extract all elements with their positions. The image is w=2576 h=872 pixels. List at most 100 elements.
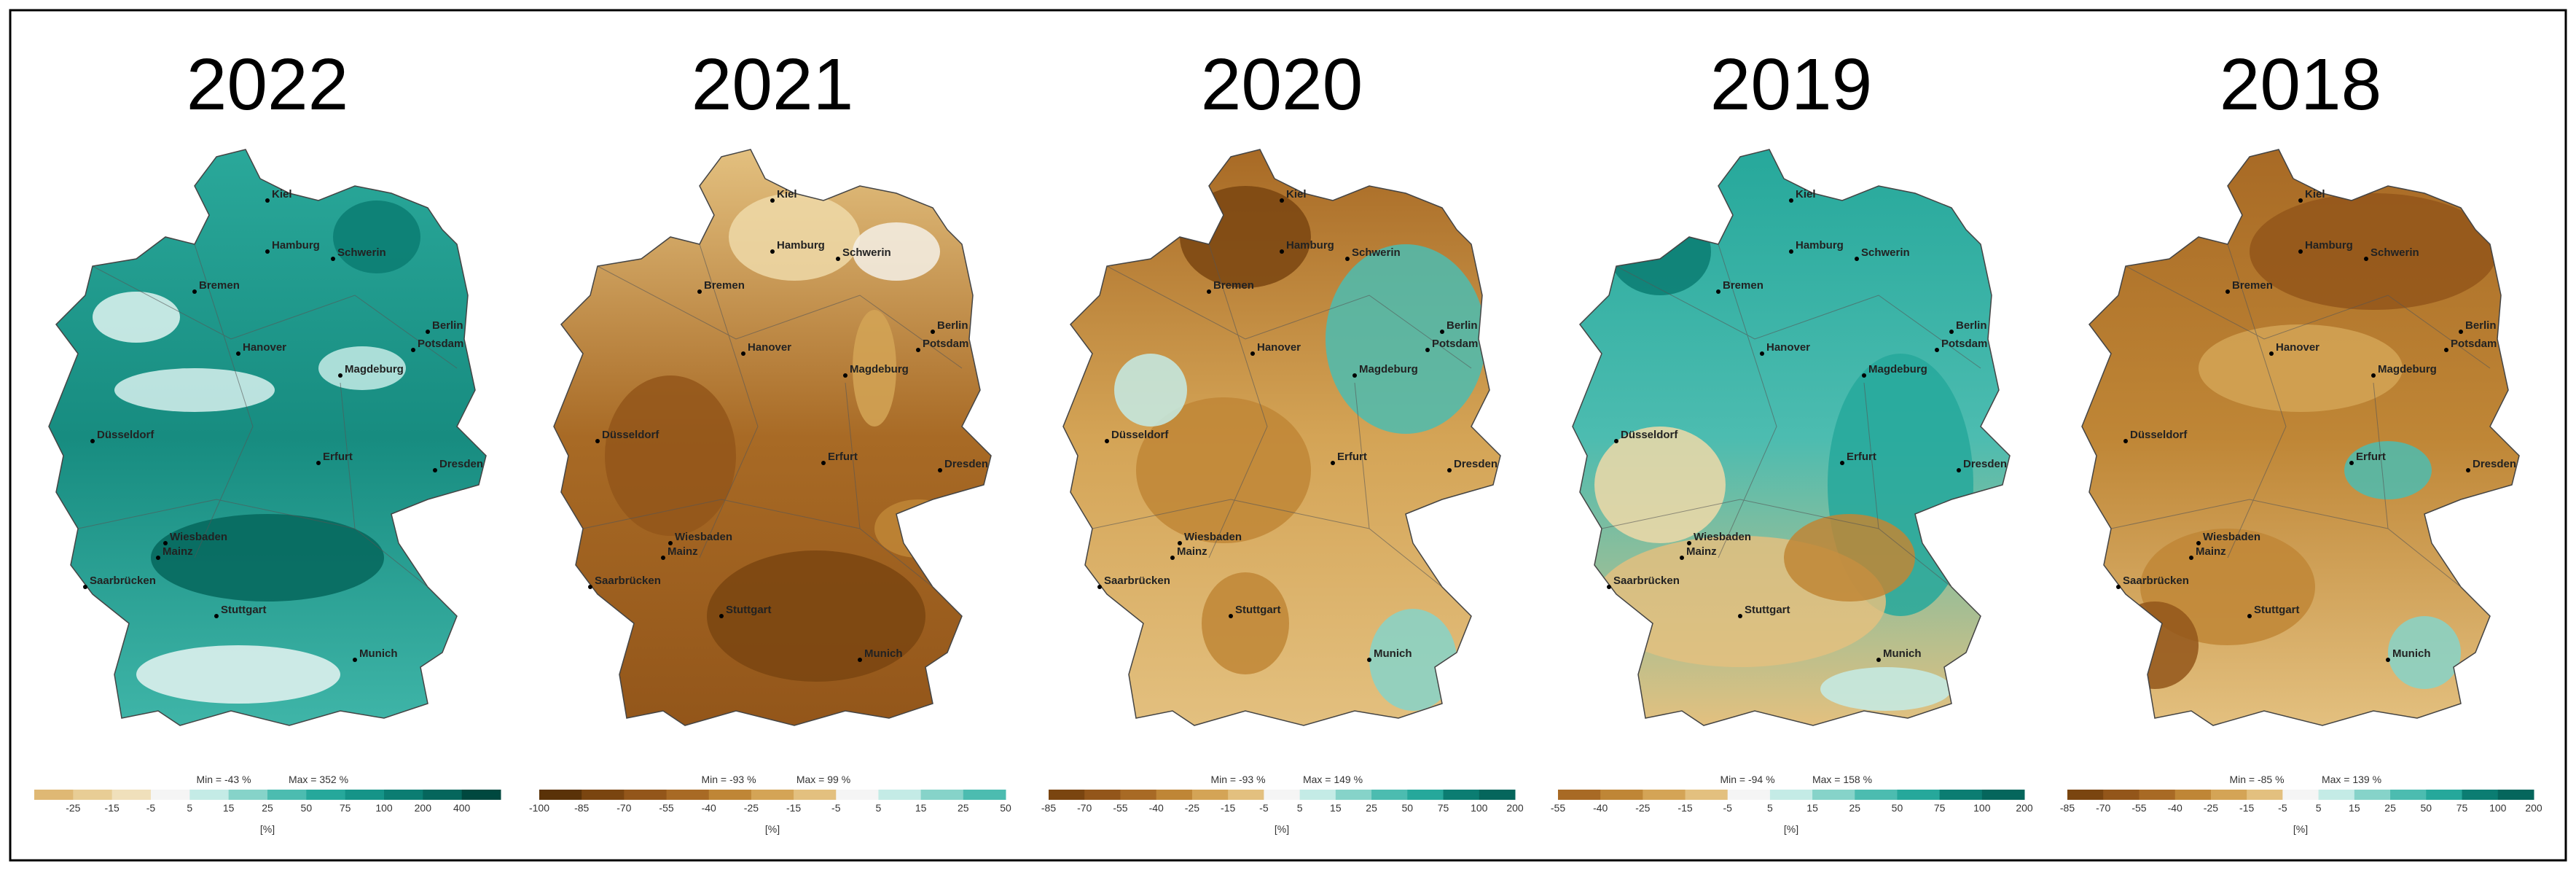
city-label: Hamburg [1286,239,1334,252]
city-label: Magdeburg [1359,363,1418,375]
city-label: Wiesbaden [1694,531,1751,543]
city-dot [821,461,826,465]
city-label: Munich [359,647,398,660]
legend-tick-label: 25 [1849,802,1860,814]
city-label: Schwerin [1352,246,1401,259]
legend-swatch [836,790,879,800]
city-label: Berlin [1956,319,1987,332]
city-dot [2247,614,2252,618]
legend-swatch [1981,790,2025,800]
map: Kiel Hamburg Schwerin Bremen Hanover Berlin Po… [48,149,487,726]
city-dot [83,585,87,589]
legend-min: Min = -43 % [196,774,251,785]
patch [605,375,736,536]
legend-unit: [%] [765,823,780,835]
legend-swatch [73,790,113,800]
legend-unit: [%] [1784,823,1798,835]
legend-tick-label: -15 [1221,802,1235,814]
legend-swatch [1727,790,1771,800]
legend-tick-label: -25 [1635,802,1650,814]
legend-swatch [708,790,752,800]
legend-tick-label: -70 [1077,802,1092,814]
patch [333,201,420,273]
city-label: Saarbrücken [595,575,661,587]
city-label: Stuttgart [1745,604,1790,616]
legend-tick-label: 100 [375,802,393,814]
legend-swatch [1769,790,1813,800]
legend-tick-label: -40 [1593,802,1608,814]
city-dot [316,461,321,465]
legend-swatch [228,790,268,800]
city-dot [697,289,702,294]
city-dot [1170,556,1175,560]
legend-max: Max = 149 % [1303,774,1363,785]
city-label: Hamburg [2305,239,2353,252]
legend-tick-label: 25 [2384,802,2396,814]
city-label: Wiesbaden [2203,531,2260,543]
city-label: Dresden [2473,458,2516,470]
legend-tick-label: 5 [1297,802,1303,814]
patch [1114,354,1187,427]
legend-tick-label: 400 [453,802,471,814]
legend-swatch [1643,790,1686,800]
city-dot [1876,658,1881,662]
legend-swatch [624,790,668,800]
city-label: Potsdam [1432,338,1478,350]
legend-swatch [384,790,423,800]
city-label: Schwerin [2371,246,2419,259]
patch [93,292,180,343]
patch [2111,602,2199,689]
city-dot [2225,289,2230,294]
legend-swatch [1084,790,1121,800]
patch [2250,193,2497,310]
legend-swatch [2210,790,2247,800]
city-dot [1105,439,1109,443]
legend-tick-label: -70 [616,802,631,814]
city-label: Munich [2392,647,2431,660]
city-dot [1789,198,1793,203]
city-dot [265,249,270,254]
city-label: Wiesbaden [675,531,732,543]
city-dot [353,658,357,662]
city-label: Munich [864,647,903,660]
city-dot [2459,330,2463,334]
legend-tick-label: 15 [915,802,927,814]
city-dot [719,614,724,618]
city-label: Berlin [2465,319,2497,332]
patch [1202,572,1289,674]
state-borders [1601,244,1981,588]
legend-tick-label: 5 [876,802,882,814]
legend-tick-label: 25 [1366,802,1377,814]
city-dot [1352,373,1357,378]
legend-swatch [666,790,710,800]
legend-tick-label: 200 [2016,802,2033,814]
city-dot [2349,461,2354,465]
city-label: Dresden [439,458,483,470]
city-dot [2269,351,2274,356]
legend-tick-label: 5 [2316,802,2322,814]
panel-title: 2020 [1201,44,1363,125]
panel: 2019 Kiel Hamburg Schwerin Bremen Hanover Berl… [1551,44,2033,835]
legend-tick-label: -5 [1259,802,1269,814]
legend-tick-label: -15 [786,802,801,814]
city-dot [2298,249,2303,254]
legend-tick-label: 5 [1767,802,1773,814]
city-dot [1935,348,1939,352]
legend-tick-label: 200 [415,802,432,814]
city-label: Mainz [668,545,698,558]
city-label: Kiel [777,188,797,201]
patch [853,222,940,281]
legend-tick-label: -55 [1551,802,1565,814]
city-dot [1716,289,1720,294]
legend-tick-label: -5 [2278,802,2287,814]
city-label: Stuttgart [1235,604,1281,616]
patch [729,193,860,281]
legend-tick-label: -100 [529,802,549,814]
legend-unit: [%] [2293,823,2308,835]
legend-tick-label: -25 [1185,802,1199,814]
city-dot [2444,348,2448,352]
legend-tick-label: 5 [187,802,192,814]
panel: 2020 Kiel Hamburg Schwerin Bremen Hanover Berl… [1041,44,1524,835]
legend-swatch [2354,790,2391,800]
city-label: Schwerin [337,246,386,259]
